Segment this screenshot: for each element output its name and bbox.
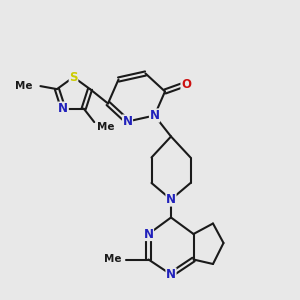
Text: N: N bbox=[143, 227, 154, 241]
Text: N: N bbox=[166, 193, 176, 206]
Text: S: S bbox=[69, 70, 78, 84]
Text: Me: Me bbox=[104, 254, 122, 265]
Text: Me: Me bbox=[97, 122, 115, 132]
Text: N: N bbox=[122, 115, 133, 128]
Text: Me: Me bbox=[16, 81, 33, 91]
Text: N: N bbox=[166, 268, 176, 281]
Text: O: O bbox=[181, 77, 191, 91]
Text: N: N bbox=[149, 109, 160, 122]
Text: N: N bbox=[58, 102, 68, 115]
